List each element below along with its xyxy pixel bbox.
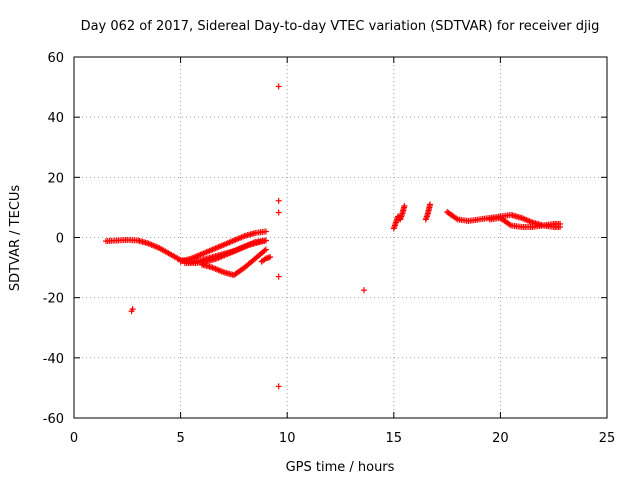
y-tick-label: -20 — [43, 292, 64, 307]
y-tick-label: 60 — [47, 51, 64, 66]
data-point — [427, 201, 434, 208]
y-axis-label: SDTVAR / TECUs — [8, 185, 23, 292]
data-point — [275, 197, 282, 204]
data-point — [275, 383, 282, 390]
y-tick-label: -40 — [43, 352, 64, 367]
data-point — [262, 228, 269, 235]
data-point — [506, 221, 513, 228]
data-point — [267, 254, 274, 261]
data-point — [262, 246, 269, 253]
x-tick-label: 15 — [386, 431, 403, 446]
y-tick-label: 20 — [47, 171, 64, 186]
x-tick-label: 20 — [492, 431, 509, 446]
y-tick-label: 40 — [47, 111, 64, 126]
data-point — [360, 287, 367, 294]
x-tick-label: 5 — [176, 431, 184, 446]
y-tick-label: -60 — [43, 412, 64, 427]
axis-ticks: 0 5 10 15 20 25 -60 -40 -20 0 20 40 60 — [43, 51, 616, 446]
x-axis-label: GPS time / hours — [286, 460, 395, 475]
x-tick-label: 10 — [279, 431, 296, 446]
data-point — [557, 220, 564, 227]
data-point — [401, 202, 408, 209]
data-point — [275, 209, 282, 216]
plot-frame — [73, 56, 608, 419]
data-point — [261, 247, 268, 254]
data-point — [275, 273, 282, 280]
chart-title: Day 062 of 2017, Sidereal Day-to-day VTE… — [81, 19, 600, 34]
x-tick-label: 25 — [599, 431, 616, 446]
y-tick-label: 0 — [56, 232, 64, 247]
data-points — [102, 83, 564, 390]
data-point — [262, 237, 269, 244]
grid-lines — [74, 57, 607, 418]
data-point — [129, 306, 136, 313]
data-point — [275, 83, 282, 90]
x-tick-label: 0 — [70, 431, 78, 446]
